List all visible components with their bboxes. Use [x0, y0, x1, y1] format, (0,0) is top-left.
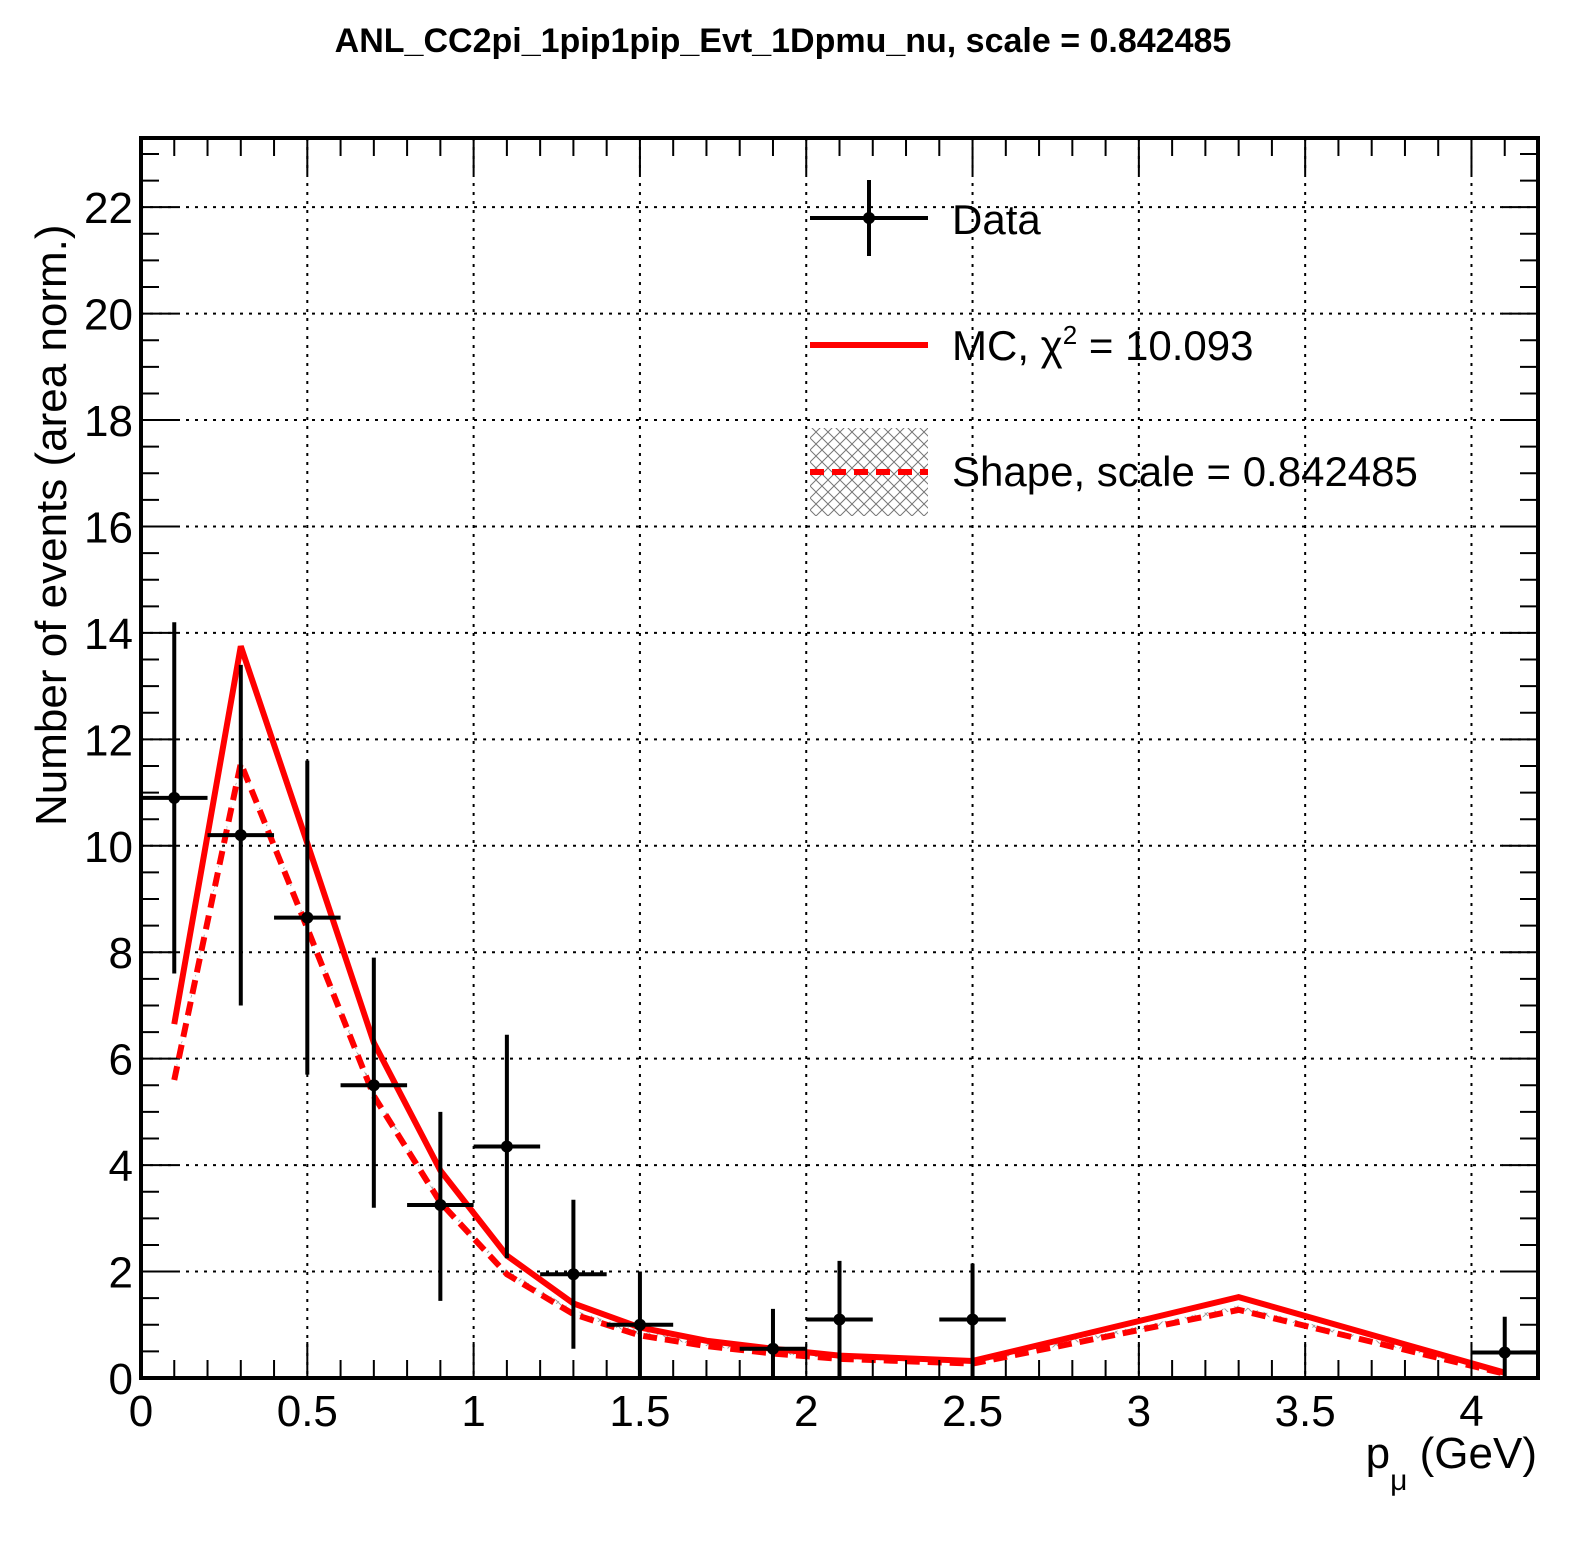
data-point	[606, 1271, 674, 1378]
data-point-marker	[234, 829, 247, 842]
legend-entry-data: Data	[810, 180, 1041, 256]
data-point-marker	[301, 911, 314, 924]
data-point-marker	[168, 791, 181, 804]
series-layer	[141, 622, 1538, 1378]
legend-label-shape: Shape, scale = 0.842485	[952, 448, 1418, 495]
data-point	[540, 1199, 607, 1349]
data-point	[274, 760, 341, 1075]
data-point-marker	[966, 1313, 979, 1326]
x-tick-label: 0	[129, 1387, 153, 1436]
data-point-marker	[1498, 1346, 1511, 1359]
data-point	[473, 1034, 541, 1259]
x-tick-label: 4	[1459, 1387, 1483, 1436]
y-tick-label: 14	[84, 610, 133, 659]
legend-label-data: Data	[952, 196, 1041, 243]
data-point-marker	[833, 1313, 846, 1326]
x-tick-label: 1	[461, 1387, 485, 1436]
y-tick-label: 22	[84, 184, 133, 233]
y-tick-label: 6	[109, 1036, 133, 1085]
y-tick-label: 16	[84, 503, 133, 552]
x-tick-label: 3	[1127, 1387, 1151, 1436]
x-axis-label-main: p	[1366, 1429, 1390, 1478]
data-point-marker	[633, 1318, 646, 1331]
x-axis-label-unit: (GeV)	[1407, 1429, 1537, 1478]
plot-frame	[139, 136, 1540, 1380]
x-tick-label: 1.5	[609, 1387, 670, 1436]
data-point	[207, 664, 275, 1006]
tick-labels: 0 0.5 1 1.5 2 2.5 3 3.5 4 0 2 4 6 8 10 12 14 16 18 20 22	[84, 184, 1484, 1436]
y-tick-label: 10	[84, 823, 133, 872]
mc-series-line	[171, 645, 1506, 1376]
y-tick-label: 20	[84, 291, 133, 340]
data-point	[141, 622, 208, 974]
y-axis-label: Number of events (area norm.)	[27, 224, 76, 826]
legend-label-mc-rest: = 10.093	[1077, 322, 1253, 369]
y-tick-label: 0	[109, 1355, 133, 1404]
x-tick-label: 2	[794, 1387, 818, 1436]
data-point-marker	[500, 1140, 513, 1153]
data-point-marker	[367, 1079, 380, 1092]
data-point-marker	[567, 1268, 580, 1281]
data-point	[340, 957, 408, 1208]
y-tick-label: 18	[84, 397, 133, 446]
legend-label-mc-text: MC, χ	[952, 322, 1063, 369]
x-axis-label-sub: μ	[1390, 1464, 1407, 1497]
legend: Data MC, χ2 = 10.093 Shape, scale = 0.84…	[810, 180, 1418, 516]
x-tick-label: 2.5	[942, 1387, 1003, 1436]
axis-ticks	[140, 138, 1539, 1379]
y-tick-label: 12	[84, 716, 133, 765]
data-point	[407, 1111, 474, 1301]
x-axis-label: pμ (GeV)	[1366, 1429, 1537, 1497]
y-tick-label: 2	[109, 1249, 133, 1298]
data-point-marker	[434, 1199, 447, 1212]
legend-entry-mc: MC, χ2 = 10.093	[810, 320, 1254, 369]
y-tick-label: 8	[109, 929, 133, 978]
y-tick-label: 4	[109, 1142, 133, 1191]
chart-title: ANL_CC2pi_1pip1pip_Evt_1Dpmu_nu, scale =…	[335, 22, 1232, 60]
grid-lines	[141, 138, 1538, 1378]
legend-entry-shape: Shape, scale = 0.842485	[810, 428, 1418, 516]
x-tick-label: 0.5	[277, 1387, 338, 1436]
data-point-marker	[766, 1342, 779, 1355]
legend-label-mc: MC, χ2 = 10.093	[952, 320, 1254, 369]
x-tick-label: 3.5	[1275, 1387, 1336, 1436]
data-point	[806, 1260, 873, 1378]
legend-label-mc-sup: 2	[1063, 320, 1077, 350]
